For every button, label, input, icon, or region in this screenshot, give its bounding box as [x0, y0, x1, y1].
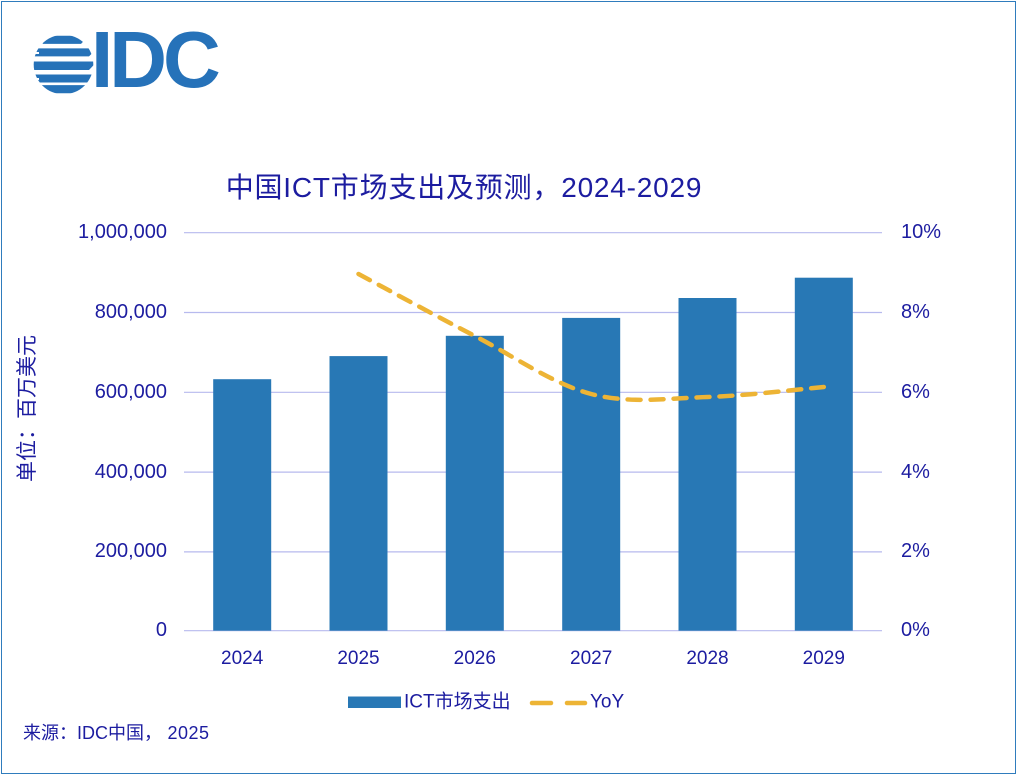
svg-text:1,000,000: 1,000,000	[78, 221, 167, 243]
svg-text:4%: 4%	[901, 461, 930, 483]
svg-text:6%: 6%	[901, 381, 930, 403]
svg-text:200,000: 200,000	[95, 540, 167, 562]
svg-text:2024: 2024	[221, 648, 264, 669]
svg-text:YoY: YoY	[590, 692, 624, 713]
svg-text:400,000: 400,000	[95, 461, 167, 483]
svg-text:ICT市场支出: ICT市场支出	[404, 691, 511, 713]
svg-text:2026: 2026	[454, 648, 496, 669]
svg-text:2027: 2027	[570, 648, 612, 669]
svg-text:0: 0	[156, 619, 167, 641]
svg-text:2029: 2029	[803, 648, 845, 669]
svg-text:10%: 10%	[901, 221, 941, 243]
svg-text:单位：百万美元: 单位：百万美元	[16, 335, 39, 482]
svg-text:2%: 2%	[901, 540, 930, 562]
svg-text:2028: 2028	[686, 648, 728, 669]
svg-text:8%: 8%	[901, 301, 930, 323]
svg-text:2025: 2025	[337, 648, 379, 669]
svg-text:0%: 0%	[901, 619, 930, 641]
svg-text:600,000: 600,000	[95, 381, 167, 403]
svg-text:800,000: 800,000	[95, 301, 167, 323]
